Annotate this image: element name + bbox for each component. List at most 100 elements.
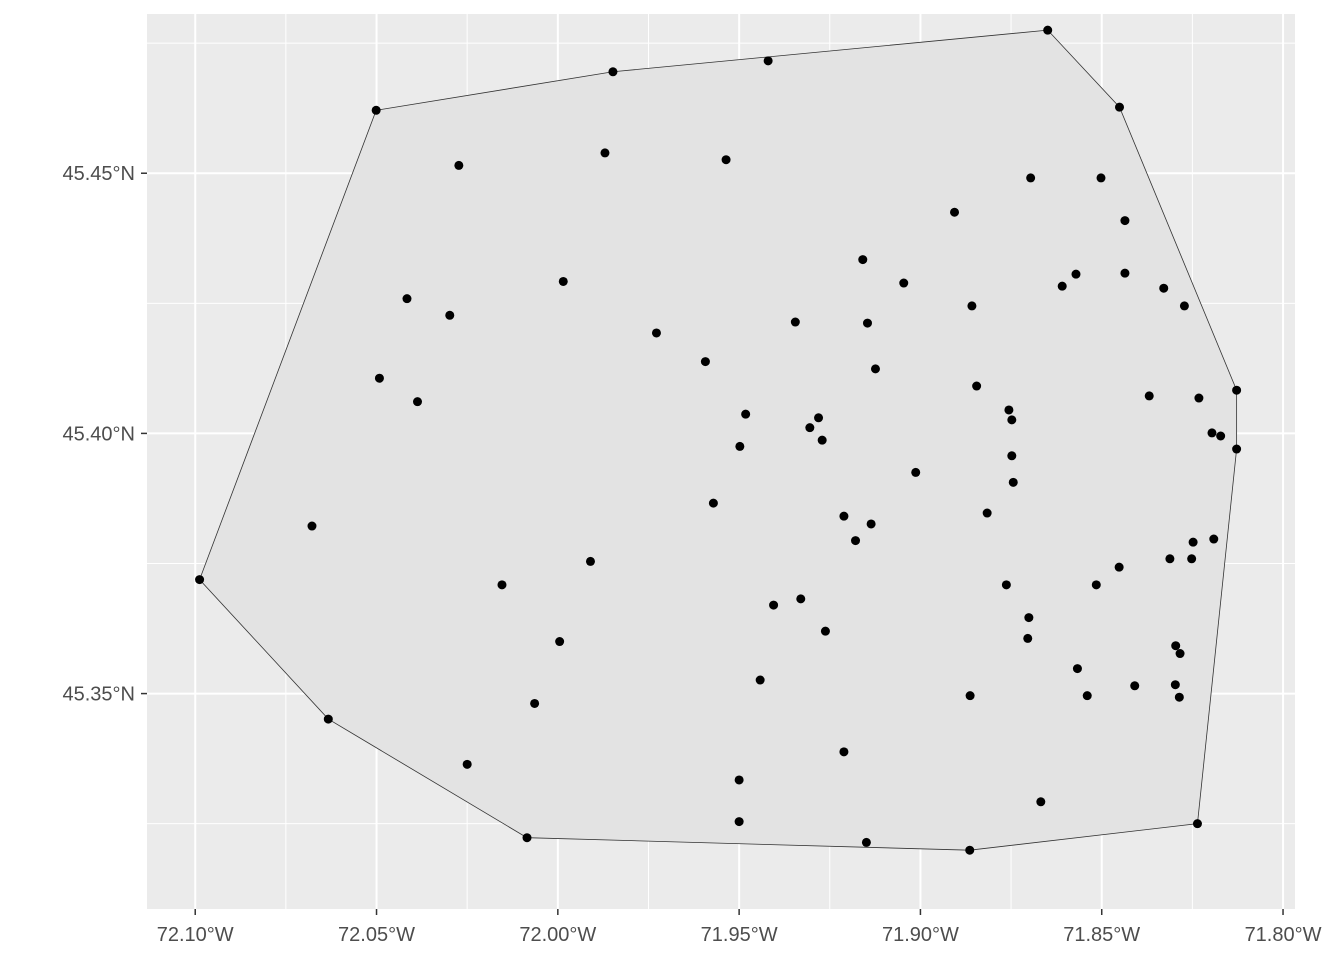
data-point: [1004, 405, 1014, 415]
data-point: [862, 318, 872, 328]
data-point: [1096, 173, 1106, 183]
data-point: [965, 691, 975, 701]
data-point: [1209, 534, 1219, 544]
y-axis: 45.35°N 45.40°N 45.45°N: [63, 163, 147, 706]
data-point: [374, 373, 384, 383]
scatter-points: [195, 25, 1242, 855]
data-point: [1036, 797, 1046, 807]
x-tick-label: 71.80°W: [1245, 924, 1322, 946]
data-point: [323, 714, 333, 724]
data-point: [402, 294, 412, 304]
data-point: [796, 594, 806, 604]
data-point: [1007, 451, 1017, 461]
data-point: [1130, 681, 1140, 691]
data-point: [1057, 281, 1067, 291]
x-tick-label: 72.00°W: [519, 924, 596, 946]
data-point: [1120, 216, 1130, 226]
data-point: [1194, 393, 1204, 403]
data-point: [1026, 173, 1036, 183]
x-tick-label: 71.85°W: [1063, 924, 1140, 946]
data-point: [861, 837, 871, 847]
data-point: [371, 105, 381, 115]
data-point: [899, 278, 909, 288]
data-point: [1170, 680, 1180, 690]
y-tick-label: 45.45°N: [63, 163, 136, 185]
data-point: [763, 56, 773, 66]
data-point: [967, 301, 977, 311]
data-point: [1072, 664, 1082, 674]
data-point: [1192, 819, 1202, 829]
data-point: [972, 381, 982, 391]
data-point: [497, 580, 507, 590]
data-point: [1207, 428, 1217, 438]
data-point: [755, 675, 765, 685]
data-point: [1120, 268, 1130, 278]
data-point: [608, 67, 618, 77]
data-point: [839, 511, 849, 521]
data-point: [1144, 391, 1154, 401]
data-point: [1165, 554, 1175, 564]
data-point: [1171, 641, 1181, 651]
data-point: [1216, 431, 1226, 441]
data-point: [839, 747, 849, 757]
data-point: [1159, 283, 1169, 293]
data-point: [769, 600, 779, 610]
data-point: [1232, 444, 1242, 454]
data-point: [866, 519, 876, 529]
data-point: [1179, 301, 1189, 311]
x-tick-label: 71.90°W: [882, 924, 959, 946]
data-point: [413, 397, 423, 407]
data-point: [454, 160, 464, 170]
data-point: [1188, 537, 1198, 547]
data-point: [522, 833, 532, 843]
data-point: [1007, 415, 1017, 425]
data-point: [1091, 580, 1101, 590]
data-point: [1024, 613, 1034, 623]
data-point: [307, 521, 317, 531]
data-point: [708, 498, 718, 508]
data-point: [1001, 580, 1011, 590]
data-point: [600, 148, 610, 158]
data-point: [820, 626, 830, 636]
data-point: [1174, 692, 1184, 702]
data-point: [950, 207, 960, 217]
data-point: [558, 276, 568, 286]
x-tick-label: 72.05°W: [338, 924, 415, 946]
data-point: [1071, 269, 1081, 279]
x-tick-label: 72.10°W: [157, 924, 234, 946]
y-tick-label: 45.40°N: [63, 423, 136, 445]
data-point: [1043, 25, 1053, 35]
data-point: [741, 409, 751, 419]
data-point: [870, 364, 880, 374]
x-tick-label: 71.95°W: [701, 924, 778, 946]
data-point: [1232, 385, 1242, 395]
data-point: [585, 556, 595, 566]
data-point: [817, 435, 827, 445]
data-point: [790, 317, 800, 327]
data-point: [1175, 649, 1185, 659]
data-point: [1023, 633, 1033, 643]
y-tick-label: 45.35°N: [63, 684, 136, 706]
data-point: [555, 637, 565, 647]
data-point: [445, 310, 455, 320]
data-point: [735, 441, 745, 451]
data-point: [911, 467, 921, 477]
data-point: [721, 155, 731, 165]
data-point: [195, 575, 205, 585]
data-point: [1114, 562, 1124, 572]
data-point: [734, 775, 744, 785]
data-point: [1008, 477, 1018, 487]
data-point: [530, 698, 540, 708]
data-point: [805, 423, 815, 433]
convex-hull-polygon: [199, 29, 1238, 851]
data-point: [851, 536, 861, 546]
data-point: [982, 508, 992, 518]
data-point: [734, 817, 744, 827]
data-point: [814, 413, 824, 423]
data-point: [965, 845, 975, 855]
data-point: [1082, 691, 1092, 701]
data-point: [462, 759, 472, 769]
data-point: [858, 255, 868, 265]
x-axis: 72.10°W 72.05°W 72.00°W 71.95°W 71.90°W 71.85…: [157, 909, 1322, 946]
